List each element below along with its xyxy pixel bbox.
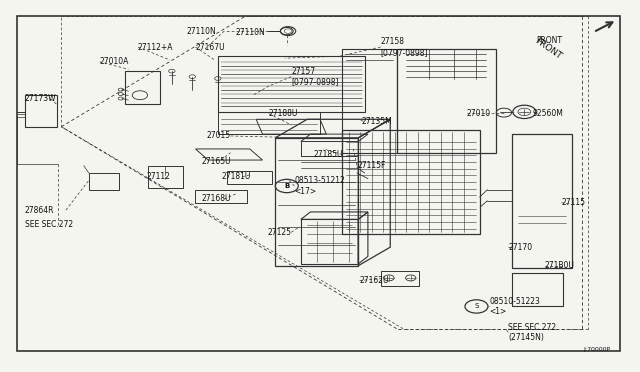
Text: 27110N: 27110N (236, 28, 266, 37)
Bar (511, 134, 572, 267)
Text: 271B0U: 271B0U (545, 261, 575, 270)
Text: FRONT: FRONT (533, 37, 563, 61)
Text: 27015: 27015 (207, 131, 230, 141)
Text: 27010A: 27010A (100, 57, 129, 66)
Bar (511, 273, 563, 307)
Text: FRONT: FRONT (536, 36, 562, 45)
Text: 27173W: 27173W (25, 94, 56, 103)
Text: 27112+A: 27112+A (138, 42, 173, 51)
Text: 27162U: 27162U (360, 276, 389, 285)
Text: 08513-51212
<17>: 08513-51212 <17> (294, 176, 345, 196)
Text: 27864R: 27864R (25, 206, 54, 215)
Text: 27157
[0797-0898]: 27157 [0797-0898] (291, 67, 339, 86)
Text: 27168U: 27168U (202, 195, 231, 203)
Text: 27010: 27010 (467, 109, 491, 118)
Text: J:70000P: J:70000P (584, 347, 611, 352)
Bar (25, 95, 57, 127)
Text: 27165U: 27165U (202, 157, 232, 166)
Bar (125, 71, 161, 105)
Bar (342, 131, 479, 234)
Text: 27112: 27112 (147, 172, 170, 181)
Text: 27170: 27170 (508, 243, 532, 251)
Text: 92560M: 92560M (532, 109, 563, 118)
Text: 27125: 27125 (268, 228, 291, 237)
Text: SEE SEC.272
(27145N): SEE SEC.272 (27145N) (508, 323, 557, 342)
Text: B: B (284, 183, 289, 189)
Text: 27158
[0797-0898]: 27158 [0797-0898] (381, 37, 428, 57)
Text: 27181U: 27181U (221, 172, 250, 181)
Text: 08510-51223
<1>: 08510-51223 <1> (489, 297, 540, 316)
Text: 27167U: 27167U (195, 42, 225, 51)
Text: 27115F: 27115F (357, 161, 385, 170)
Text: S: S (474, 304, 479, 310)
Text: 27110N: 27110N (187, 26, 216, 36)
Text: 27185U: 27185U (314, 150, 343, 159)
Text: 27135M: 27135M (362, 117, 392, 126)
Text: SEE SEC.272: SEE SEC.272 (25, 221, 73, 230)
Text: 27188U: 27188U (269, 109, 298, 118)
Text: 27115: 27115 (561, 198, 586, 207)
